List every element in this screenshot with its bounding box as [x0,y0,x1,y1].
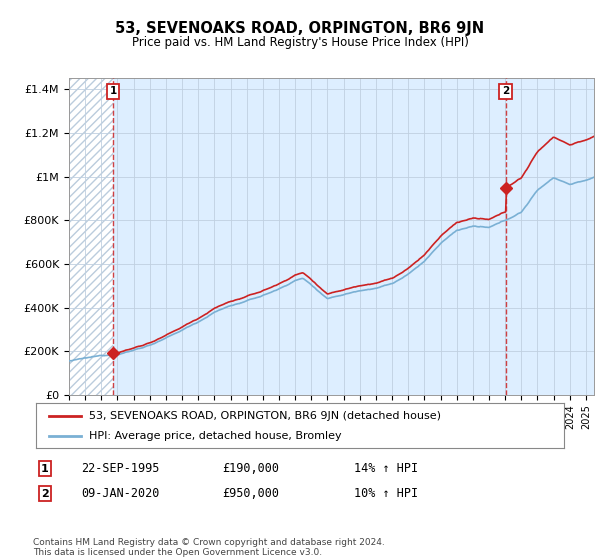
Text: 10% ↑ HPI: 10% ↑ HPI [354,487,418,501]
Text: 2: 2 [502,86,509,96]
Text: 14% ↑ HPI: 14% ↑ HPI [354,462,418,475]
Text: Price paid vs. HM Land Registry's House Price Index (HPI): Price paid vs. HM Land Registry's House … [131,36,469,49]
Text: 1: 1 [41,464,49,474]
Text: £190,000: £190,000 [222,462,279,475]
Text: 22-SEP-1995: 22-SEP-1995 [81,462,160,475]
Text: 1: 1 [109,86,117,96]
Text: 2: 2 [41,489,49,499]
Text: HPI: Average price, detached house, Bromley: HPI: Average price, detached house, Brom… [89,431,341,441]
Text: 53, SEVENOAKS ROAD, ORPINGTON, BR6 9JN: 53, SEVENOAKS ROAD, ORPINGTON, BR6 9JN [115,21,485,36]
Text: £950,000: £950,000 [222,487,279,501]
Text: 09-JAN-2020: 09-JAN-2020 [81,487,160,501]
Text: Contains HM Land Registry data © Crown copyright and database right 2024.
This d: Contains HM Land Registry data © Crown c… [33,538,385,557]
Text: 53, SEVENOAKS ROAD, ORPINGTON, BR6 9JN (detached house): 53, SEVENOAKS ROAD, ORPINGTON, BR6 9JN (… [89,410,441,421]
